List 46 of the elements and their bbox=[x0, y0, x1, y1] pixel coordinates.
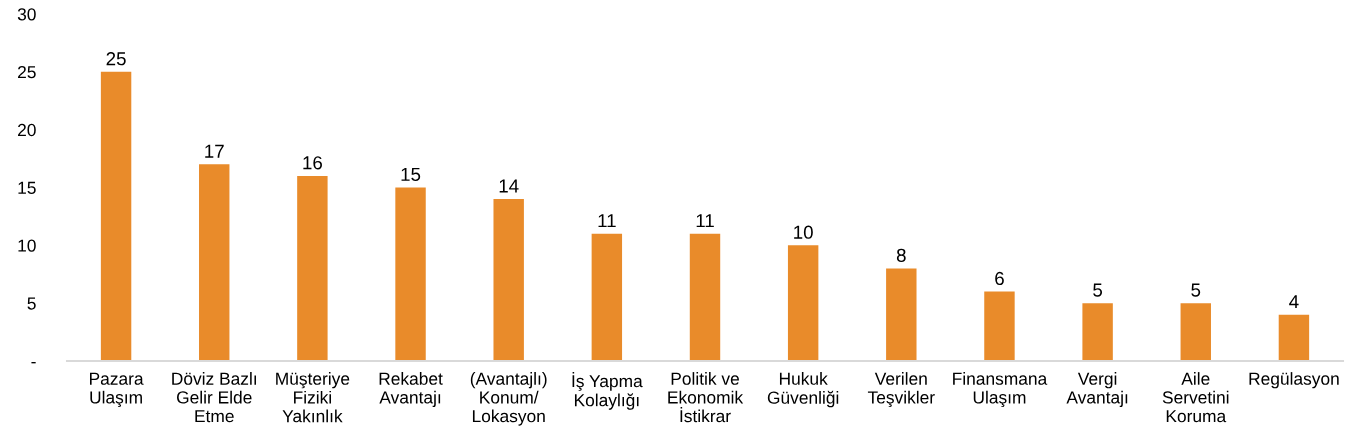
data-label: 5 bbox=[1093, 283, 1103, 297]
bar bbox=[1180, 303, 1211, 361]
x-tick-label: Vergi Avantajı bbox=[1066, 372, 1128, 407]
bar bbox=[493, 199, 524, 361]
bar bbox=[984, 291, 1015, 361]
y-tick-label: 15 bbox=[18, 181, 36, 194]
y-tick-label: 10 bbox=[18, 239, 36, 252]
bar bbox=[100, 71, 132, 361]
x-tick-label: Regülasyon bbox=[1249, 372, 1339, 389]
y-tick-label: - bbox=[31, 362, 36, 364]
bar bbox=[297, 175, 328, 361]
x-tick-label: Pazara Ulaşım bbox=[90, 372, 144, 408]
bar bbox=[395, 187, 426, 361]
data-label: 6 bbox=[995, 271, 1004, 286]
x-tick-label: Hukuk Güvenliği bbox=[767, 372, 839, 408]
bar bbox=[591, 233, 623, 361]
x-tick-label: Rekabet Avantajı bbox=[379, 372, 443, 407]
y-tick-label: 30 bbox=[17, 8, 36, 21]
data-label: 17 bbox=[205, 144, 224, 158]
data-label: 14 bbox=[499, 179, 519, 193]
data-label: 25 bbox=[106, 52, 126, 66]
x-tick-label: Politik ve Ekonomik İstikrar bbox=[668, 372, 744, 423]
data-label: 11 bbox=[696, 214, 714, 228]
data-label: 16 bbox=[303, 156, 322, 170]
x-tick-label: Finansmana Ulaşım bbox=[953, 372, 1048, 408]
bar bbox=[787, 245, 819, 361]
x-tick-label: Verilen Teşvikler bbox=[867, 372, 935, 408]
x-tick-label: Aile Servetini Koruma bbox=[1162, 372, 1229, 423]
bar bbox=[199, 164, 230, 361]
y-tick-label: 25 bbox=[18, 66, 36, 79]
bar bbox=[689, 233, 721, 361]
x-tick-label: (Avantajlı) Konum/ Lokasyon bbox=[470, 372, 547, 426]
data-label: 11 bbox=[598, 214, 616, 228]
y-tick-label: 20 bbox=[18, 123, 36, 137]
data-label: 5 bbox=[1191, 283, 1201, 297]
x-tick-label: İş Yapma Kolaylığı bbox=[572, 372, 643, 410]
x-tick-label: Müşteriye Fiziki Yakınlık bbox=[276, 372, 350, 423]
data-label: 15 bbox=[401, 167, 421, 182]
data-label: 8 bbox=[896, 248, 906, 262]
data-label: 4 bbox=[1289, 295, 1299, 309]
bar bbox=[886, 268, 917, 361]
bar bbox=[1082, 303, 1113, 361]
data-label: 10 bbox=[794, 225, 813, 239]
x-tick-label: Döviz Bazlı Gelir Elde Etme bbox=[172, 372, 256, 423]
y-tick-label: 5 bbox=[27, 297, 36, 310]
bar bbox=[1278, 314, 1310, 361]
